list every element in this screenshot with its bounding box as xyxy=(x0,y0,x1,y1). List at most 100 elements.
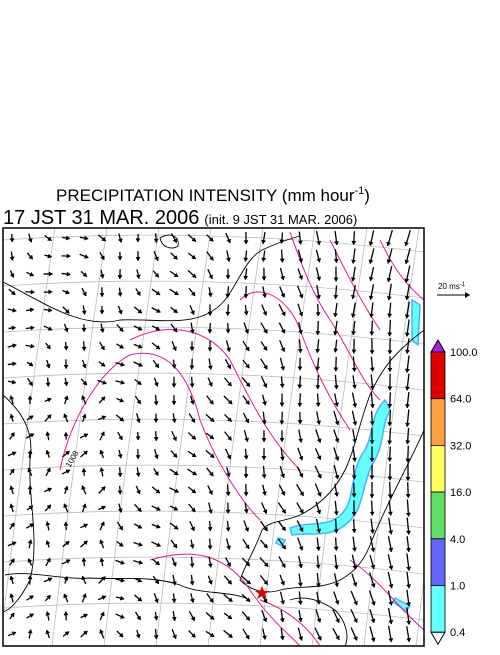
wind-arrowhead xyxy=(154,437,158,441)
wind-arrowhead xyxy=(64,432,68,436)
wind-arrowhead xyxy=(139,560,143,564)
wind-arrowhead xyxy=(389,620,393,624)
wind-arrowhead xyxy=(138,344,142,348)
wind-arrowhead xyxy=(136,436,140,440)
wind-arrowhead xyxy=(299,456,303,460)
wind-arrowhead xyxy=(172,419,176,423)
wind-arrowhead xyxy=(388,458,392,462)
wind-arrowhead xyxy=(190,599,194,603)
reference-text: 20 ms xyxy=(438,282,460,291)
wind-arrowhead xyxy=(388,441,392,445)
wind-arrowhead xyxy=(136,239,140,243)
wind-arrowhead xyxy=(48,308,52,312)
wind-arrowhead xyxy=(406,441,410,445)
wind-arrowhead xyxy=(334,566,338,570)
wind-arrowhead xyxy=(334,547,338,551)
wind-arrowhead xyxy=(172,599,176,603)
wind-arrowhead xyxy=(263,311,267,315)
meridian xyxy=(260,228,315,646)
wind-arrowhead xyxy=(100,274,104,278)
wind-arrowhead xyxy=(208,527,212,531)
wind-arrowhead xyxy=(317,241,321,245)
wind-arrowhead xyxy=(299,276,303,280)
wind-arrowhead xyxy=(262,475,266,479)
wind-arrowhead xyxy=(208,293,212,297)
wind-arrowhead xyxy=(335,475,339,479)
wind-arrowhead xyxy=(280,618,284,622)
wind-arrowhead xyxy=(245,528,249,532)
wind-arrowhead xyxy=(31,290,35,294)
wind-arrowhead xyxy=(120,398,124,402)
wind-arrowhead xyxy=(100,540,104,544)
wind-arrowhead xyxy=(298,367,302,370)
wind-arrowhead xyxy=(172,617,176,621)
wind-arrowhead xyxy=(298,241,302,245)
wind-arrowhead xyxy=(280,457,284,461)
wind-arrowhead xyxy=(154,401,158,405)
legend-label: 64.0 xyxy=(450,394,471,406)
plot-area: 1008 xyxy=(0,228,471,650)
wind-arrowhead xyxy=(28,630,32,634)
init-time: (init. 9 JST 31 MAR. 2006) xyxy=(204,212,357,227)
isobar xyxy=(260,600,320,646)
wind-arrowhead xyxy=(263,383,267,387)
wind-arrowhead xyxy=(389,566,393,570)
wind-arrowhead xyxy=(317,421,321,425)
wind-arrowhead xyxy=(191,527,195,531)
wind-arrowhead xyxy=(352,458,356,462)
wind-arrowhead xyxy=(46,541,50,545)
wind-arrowhead xyxy=(136,257,140,260)
wind-arrowhead xyxy=(154,239,158,243)
wind-arrowhead xyxy=(406,494,410,498)
wind-arrowhead xyxy=(12,308,16,312)
wind-arrowhead xyxy=(389,548,393,552)
wind-arrowhead xyxy=(335,457,339,461)
wind-arrowhead xyxy=(118,275,122,278)
wind-arrowhead xyxy=(388,314,392,318)
wind-arrowhead xyxy=(244,241,248,244)
reference-exponent: -1 xyxy=(460,282,466,288)
wind-arrowhead xyxy=(371,602,375,606)
wind-arrowhead xyxy=(28,559,32,563)
wind-arrowhead xyxy=(244,474,248,477)
wind-arrowhead xyxy=(82,486,86,490)
wind-arrowhead xyxy=(370,512,374,516)
wind-arrowhead xyxy=(100,329,104,333)
wind-arrowhead xyxy=(30,272,34,276)
wind-arrowhead xyxy=(46,612,50,616)
wind-arrowhead xyxy=(317,510,321,514)
wind-arrowhead xyxy=(82,364,86,368)
wind-arrowhead xyxy=(84,236,88,240)
wind-arrowhead xyxy=(405,369,409,373)
legend-label: 100.0 xyxy=(450,347,478,359)
wind-arrowhead xyxy=(226,294,230,298)
wind-arrowhead xyxy=(118,473,122,477)
wind-arrowhead xyxy=(208,546,212,550)
wind-arrowhead xyxy=(370,332,374,336)
wind-arrowhead xyxy=(65,290,69,294)
wind-arrowhead xyxy=(47,398,51,402)
wind-arrowhead xyxy=(208,366,212,370)
wind-arrowhead xyxy=(281,474,285,478)
wind-arrowhead xyxy=(31,326,35,330)
wind-arrowhead xyxy=(406,548,410,552)
wind-arrowhead xyxy=(118,310,122,314)
wind-arrowhead xyxy=(12,362,16,366)
wind-arrowhead xyxy=(208,564,212,568)
wind-arrowhead xyxy=(317,277,321,281)
wind-arrowhead xyxy=(405,242,409,246)
wind-arrowhead xyxy=(49,290,53,294)
wind-arrowhead xyxy=(371,548,375,552)
wind-arrowhead xyxy=(173,347,177,351)
wind-arrowhead xyxy=(335,493,339,497)
wind-arrowhead xyxy=(208,330,212,334)
legend-over xyxy=(431,340,445,352)
wind-arrowhead xyxy=(352,548,356,552)
wind-arrowhead xyxy=(102,596,106,600)
wind-arrowhead xyxy=(316,385,320,389)
wind-arrowhead xyxy=(82,468,86,472)
wind-arrowhead xyxy=(369,242,373,246)
wind-arrowhead xyxy=(262,636,266,640)
wind-arrowhead xyxy=(156,524,160,528)
wind-arrowhead xyxy=(100,630,104,634)
